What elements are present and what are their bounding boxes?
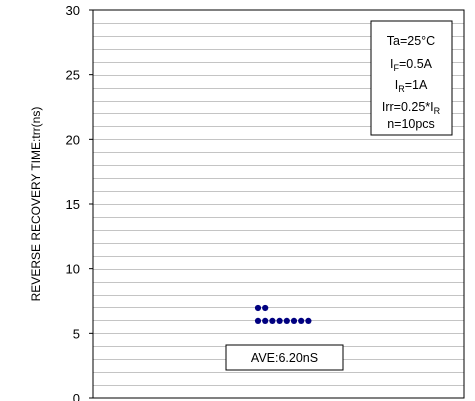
y-tick-label: 5 — [73, 326, 80, 341]
y-axis-label: REVERSE RECOVERY TIME:trr(ns) — [29, 107, 43, 302]
y-axis-ticks: 0 5 10 15 20 25 30 — [66, 3, 93, 401]
data-point — [290, 317, 298, 324]
data-point — [305, 317, 312, 324]
condition-n: n=10pcs — [387, 117, 435, 131]
data-point — [262, 317, 269, 324]
data-points — [254, 304, 312, 324]
y-tick-label: 20 — [66, 132, 80, 147]
data-point — [283, 317, 290, 324]
y-tick-label: 0 — [73, 391, 80, 401]
data-point — [262, 304, 269, 312]
y-tick-label: 15 — [66, 197, 80, 212]
condition-if: IF=0.5A — [390, 57, 433, 73]
average-label: AVE:6.20nS — [251, 351, 318, 365]
data-point — [276, 317, 283, 324]
data-point — [254, 304, 262, 312]
y-tick-label: 30 — [66, 3, 80, 18]
condition-ta: Ta=25°C — [387, 34, 435, 48]
data-point — [298, 317, 305, 324]
data-point — [269, 317, 276, 324]
average-box: AVE:6.20nS — [225, 344, 344, 371]
y-tick-label: 10 — [66, 262, 80, 277]
condition-ir: IR=1A — [395, 78, 428, 94]
condition-irr: Irr=0.25*IR — [382, 100, 441, 116]
data-point — [254, 317, 262, 324]
conditions-box: Ta=25°C IF=0.5A IR=1A Irr=0.25*IR n=10pc… — [370, 20, 453, 136]
y-tick-label: 25 — [66, 68, 80, 83]
